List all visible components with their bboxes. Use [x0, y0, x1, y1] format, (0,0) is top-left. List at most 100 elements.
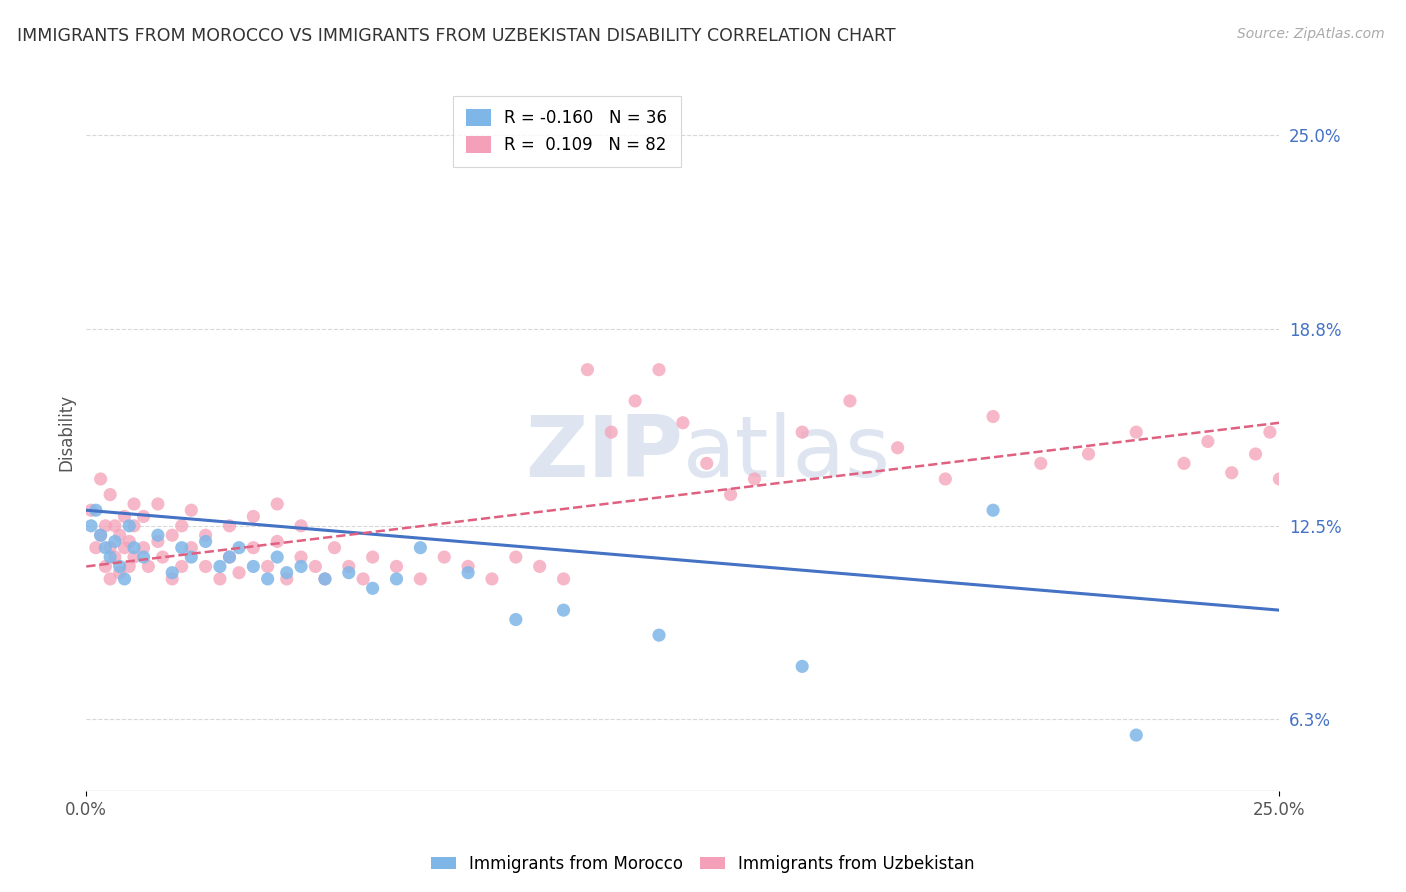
- Point: [1029, 456, 1052, 470]
- Point: [352, 572, 374, 586]
- Point: [122, 550, 145, 565]
- Point: [1125, 728, 1147, 742]
- Point: [256, 559, 278, 574]
- Point: [1220, 466, 1243, 480]
- Point: [194, 559, 217, 574]
- Point: [361, 582, 384, 596]
- Point: [180, 503, 202, 517]
- Point: [1244, 447, 1267, 461]
- Point: [266, 550, 288, 565]
- Point: [290, 550, 312, 565]
- Point: [792, 425, 814, 439]
- Point: [90, 528, 112, 542]
- Point: [276, 572, 298, 586]
- Text: Source: ZipAtlas.com: Source: ZipAtlas.com: [1237, 27, 1385, 41]
- Point: [98, 572, 121, 586]
- Point: [457, 559, 479, 574]
- Point: [118, 518, 141, 533]
- Point: [152, 550, 174, 565]
- Point: [104, 534, 127, 549]
- Point: [696, 456, 718, 470]
- Point: [314, 572, 336, 586]
- Text: ZIP: ZIP: [524, 412, 683, 495]
- Point: [170, 559, 193, 574]
- Point: [98, 550, 121, 565]
- Point: [323, 541, 346, 555]
- Point: [146, 534, 169, 549]
- Point: [838, 393, 860, 408]
- Point: [132, 550, 155, 565]
- Point: [194, 528, 217, 542]
- Point: [337, 566, 360, 580]
- Point: [624, 393, 647, 408]
- Point: [648, 628, 671, 642]
- Point: [304, 559, 326, 574]
- Point: [409, 541, 432, 555]
- Point: [160, 566, 183, 580]
- Point: [138, 559, 160, 574]
- Y-axis label: Disability: Disability: [58, 393, 75, 471]
- Point: [218, 550, 240, 565]
- Point: [132, 541, 155, 555]
- Point: [1258, 425, 1281, 439]
- Point: [180, 550, 202, 565]
- Point: [1077, 447, 1099, 461]
- Point: [409, 572, 432, 586]
- Point: [90, 528, 112, 542]
- Point: [146, 528, 169, 542]
- Point: [385, 559, 408, 574]
- Point: [276, 566, 298, 580]
- Point: [228, 566, 250, 580]
- Point: [208, 572, 231, 586]
- Point: [218, 550, 240, 565]
- Point: [98, 541, 121, 555]
- Point: [160, 528, 183, 542]
- Point: [792, 659, 814, 673]
- Point: [108, 528, 131, 542]
- Point: [108, 559, 131, 574]
- Point: [80, 503, 103, 517]
- Point: [118, 534, 141, 549]
- Point: [90, 472, 112, 486]
- Point: [433, 550, 456, 565]
- Legend: Immigrants from Morocco, Immigrants from Uzbekistan: Immigrants from Morocco, Immigrants from…: [425, 848, 981, 880]
- Point: [194, 534, 217, 549]
- Point: [361, 550, 384, 565]
- Point: [122, 497, 145, 511]
- Point: [1125, 425, 1147, 439]
- Point: [84, 503, 107, 517]
- Point: [648, 362, 671, 376]
- Legend: R = -0.160   N = 36, R =  0.109   N = 82: R = -0.160 N = 36, R = 0.109 N = 82: [453, 95, 681, 167]
- Point: [385, 572, 408, 586]
- Point: [290, 559, 312, 574]
- Point: [600, 425, 623, 439]
- Point: [457, 566, 479, 580]
- Point: [266, 534, 288, 549]
- Point: [505, 613, 527, 627]
- Point: [114, 541, 136, 555]
- Point: [242, 559, 264, 574]
- Point: [122, 518, 145, 533]
- Text: IMMIGRANTS FROM MOROCCO VS IMMIGRANTS FROM UZBEKISTAN DISABILITY CORRELATION CHA: IMMIGRANTS FROM MOROCCO VS IMMIGRANTS FR…: [17, 27, 896, 45]
- Point: [146, 497, 169, 511]
- Point: [170, 518, 193, 533]
- Point: [934, 472, 956, 486]
- Point: [170, 541, 193, 555]
- Point: [576, 362, 599, 376]
- Point: [505, 550, 527, 565]
- Point: [266, 497, 288, 511]
- Point: [242, 541, 264, 555]
- Point: [529, 559, 551, 574]
- Point: [553, 572, 575, 586]
- Point: [1197, 434, 1219, 449]
- Point: [160, 572, 183, 586]
- Point: [114, 509, 136, 524]
- Point: [1173, 456, 1195, 470]
- Point: [84, 541, 107, 555]
- Point: [98, 487, 121, 501]
- Point: [80, 518, 103, 533]
- Point: [481, 572, 503, 586]
- Point: [981, 503, 1004, 517]
- Point: [114, 572, 136, 586]
- Point: [744, 472, 766, 486]
